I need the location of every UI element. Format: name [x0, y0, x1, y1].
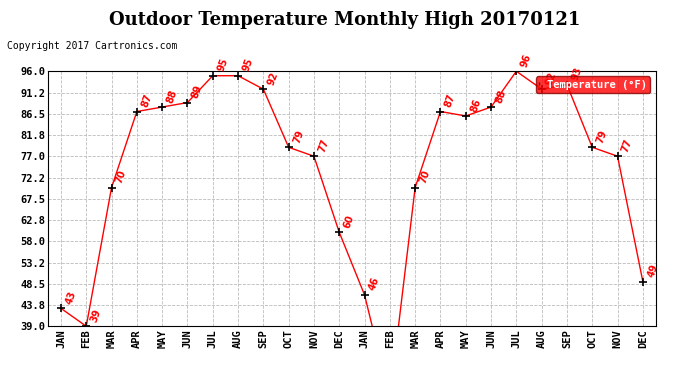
Text: 87: 87 — [443, 93, 457, 109]
Text: 93: 93 — [570, 66, 584, 82]
Text: 70: 70 — [418, 169, 432, 185]
Text: 92: 92 — [544, 70, 558, 86]
Text: 88: 88 — [494, 88, 508, 104]
Text: 39: 39 — [89, 308, 103, 324]
Text: 88: 88 — [165, 88, 179, 104]
Text: 86: 86 — [469, 97, 482, 113]
Text: 95: 95 — [215, 57, 230, 73]
Text: 87: 87 — [139, 93, 154, 109]
Text: 96: 96 — [519, 53, 533, 69]
Text: 23: 23 — [0, 374, 1, 375]
Text: 60: 60 — [342, 213, 356, 230]
Text: 70: 70 — [115, 169, 128, 185]
Legend: Temperature (°F): Temperature (°F) — [535, 76, 650, 93]
Text: Copyright 2017 Cartronics.com: Copyright 2017 Cartronics.com — [7, 41, 177, 51]
Text: 79: 79 — [595, 128, 609, 144]
Text: 49: 49 — [646, 262, 660, 279]
Text: 89: 89 — [190, 84, 204, 100]
Text: 95: 95 — [241, 57, 255, 73]
Text: 79: 79 — [291, 128, 306, 144]
Text: 43: 43 — [63, 290, 78, 306]
Text: 46: 46 — [367, 276, 382, 292]
Text: 77: 77 — [317, 137, 331, 153]
Text: Outdoor Temperature Monthly High 20170121: Outdoor Temperature Monthly High 2017012… — [109, 11, 581, 29]
Text: 77: 77 — [620, 137, 634, 153]
Text: 92: 92 — [266, 70, 280, 86]
